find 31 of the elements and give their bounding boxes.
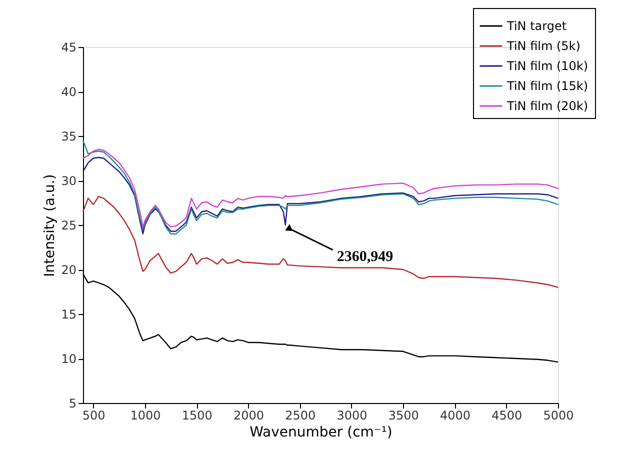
y-tick-label: 40 bbox=[61, 85, 76, 99]
y-tick-label: 30 bbox=[61, 174, 76, 188]
x-tick-label: 1000 bbox=[130, 408, 161, 422]
y-tick-label: 25 bbox=[61, 218, 76, 232]
x-tick-label: 3000 bbox=[336, 408, 368, 422]
annotation: 2360,949 bbox=[336, 248, 394, 265]
y-axis-title: Intensity (a.u.) bbox=[42, 174, 58, 277]
line-series bbox=[82, 196, 559, 288]
y-tick-label: 5 bbox=[68, 396, 76, 410]
y-tick-label: 10 bbox=[61, 352, 76, 366]
x-axis-title: Wavenumber (cm⁻¹) bbox=[250, 424, 392, 440]
y-tick-label: 35 bbox=[61, 130, 76, 144]
line-series bbox=[82, 140, 559, 234]
line-series bbox=[82, 156, 559, 234]
x-tick-label: 3500 bbox=[388, 408, 419, 422]
legend-label: TiN film (20k) bbox=[506, 99, 588, 113]
x-tick-label: 4500 bbox=[492, 408, 522, 422]
line-series bbox=[82, 148, 559, 228]
x-tick-label: 4000 bbox=[440, 408, 471, 422]
x-tick-label: 2000 bbox=[233, 408, 264, 422]
x-tick-label: 5000 bbox=[543, 408, 574, 422]
x-tick-label: 500 bbox=[82, 408, 106, 422]
legend-label: TiN film (10k) bbox=[506, 59, 588, 73]
x-tick-label: 2500 bbox=[285, 408, 316, 422]
y-tick-label: 20 bbox=[61, 263, 76, 277]
x-tick-label: 1500 bbox=[182, 408, 212, 422]
legend-label: TiN target bbox=[506, 19, 567, 33]
y-tick-label: 45 bbox=[61, 40, 76, 54]
legend-label: TiN film (5k) bbox=[506, 39, 580, 53]
y-tick-label: 15 bbox=[61, 308, 76, 322]
legend-label: TiN film (15k) bbox=[506, 79, 588, 93]
